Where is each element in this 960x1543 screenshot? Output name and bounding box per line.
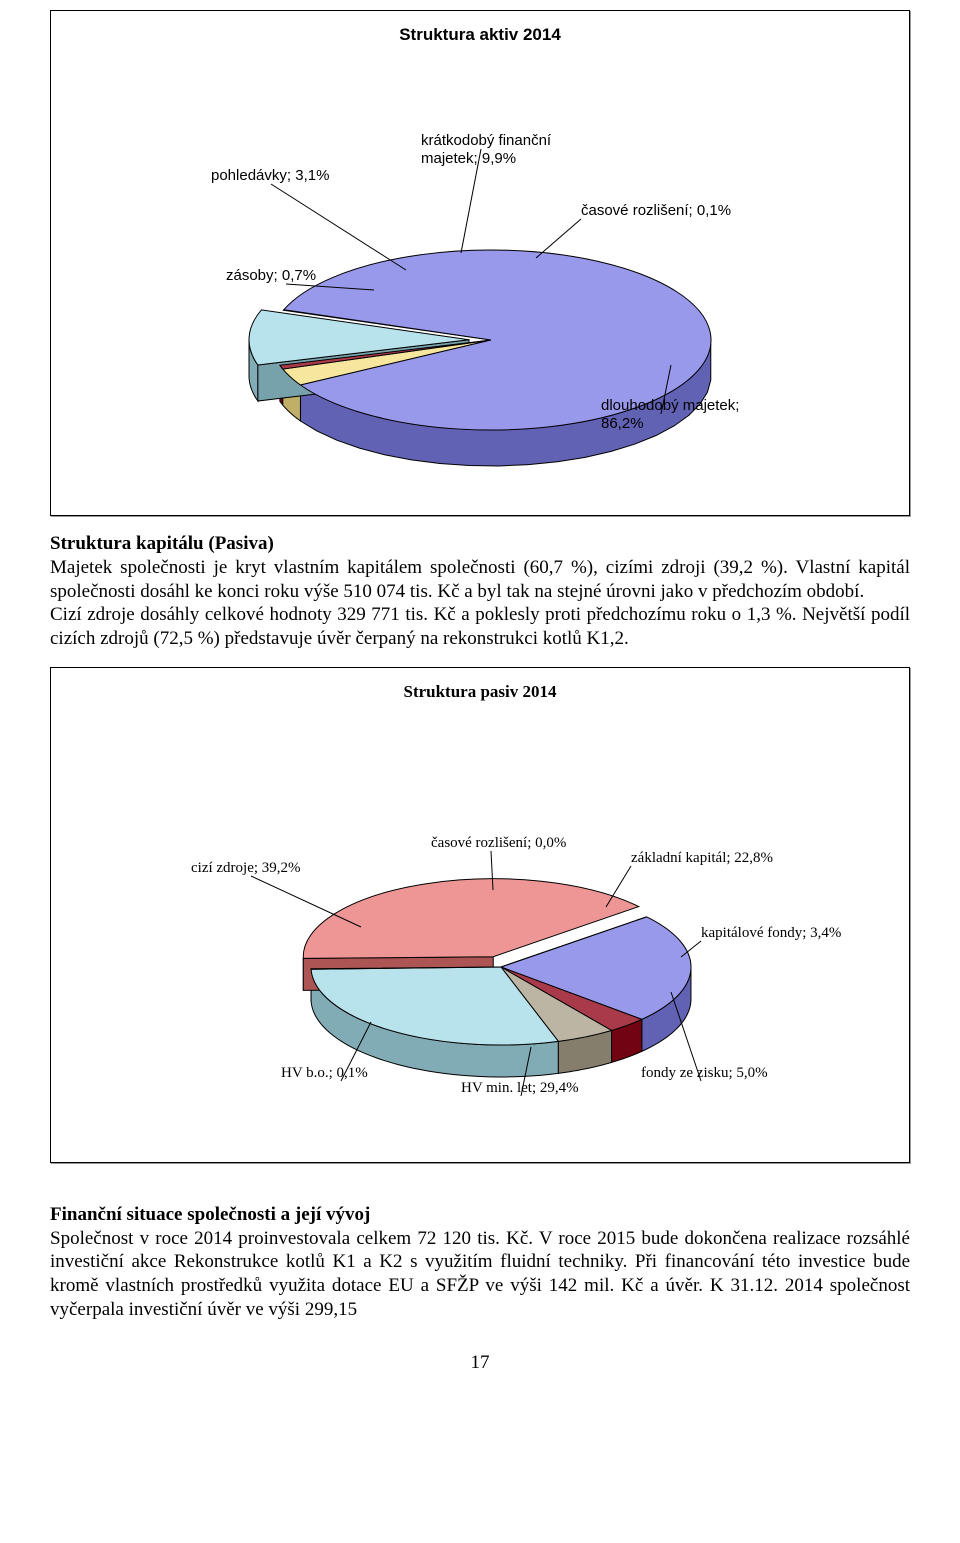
finance-paragraph: Finanční situace společnosti a její vývo… — [50, 1203, 910, 1322]
slice-label: kapitálové fondy; 3,4% — [701, 925, 841, 941]
slice-label: základní kapitál; 22,8% — [631, 850, 773, 866]
slice-label: HV b.o.; 0,1% — [281, 1065, 368, 1081]
pasiv-pie-chart: základní kapitál; 22,8% kapitálové fondy;… — [61, 712, 921, 1132]
slice-label: zásoby; 0,7% — [226, 267, 316, 284]
slice-label: časové rozlišení; 0,1% — [581, 202, 731, 219]
slice-label: cizí zdroje; 39,2% — [191, 860, 301, 876]
pasiva-paragraph: Struktura kapitálu (Pasiva) Majetek spol… — [50, 532, 910, 651]
slice-label: časové rozlišení; 0,0% — [431, 835, 566, 851]
pasiva-heading: Struktura kapitálu (Pasiva) — [50, 533, 274, 554]
slice-label: HV min. let; 29,4% — [461, 1080, 579, 1096]
slice-label: krátkodobý finančnímajetek; 9,9% — [421, 132, 552, 167]
slice-label: fondy ze zisku; 5,0% — [641, 1065, 768, 1081]
pasiva-body1: Majetek společnosti je kryt vlastním kap… — [50, 557, 910, 602]
pasiv-chart-title: Struktura pasiv 2014 — [61, 682, 899, 702]
aktiv-chart-box: Struktura aktiv 2014 pohledávky; 3,1% zás… — [50, 10, 910, 516]
aktiv-chart-title: Struktura aktiv 2014 — [61, 25, 899, 45]
pasiv-chart-box: Struktura pasiv 2014 základní kapitál; 2… — [50, 667, 910, 1163]
finance-body: Společnost v roce 2014 proinvestovala ce… — [50, 1228, 910, 1320]
pasiva-body2: Cizí zdroje dosáhly celkové hodnoty 329 … — [50, 604, 910, 649]
finance-heading: Finanční situace společnosti a její vývo… — [50, 1204, 370, 1225]
page-number: 17 — [0, 1352, 960, 1374]
slice-label: pohledávky; 3,1% — [211, 167, 329, 184]
aktiv-pie-chart: pohledávky; 3,1% zásoby; 0,7% krátkodobý f… — [61, 55, 921, 485]
